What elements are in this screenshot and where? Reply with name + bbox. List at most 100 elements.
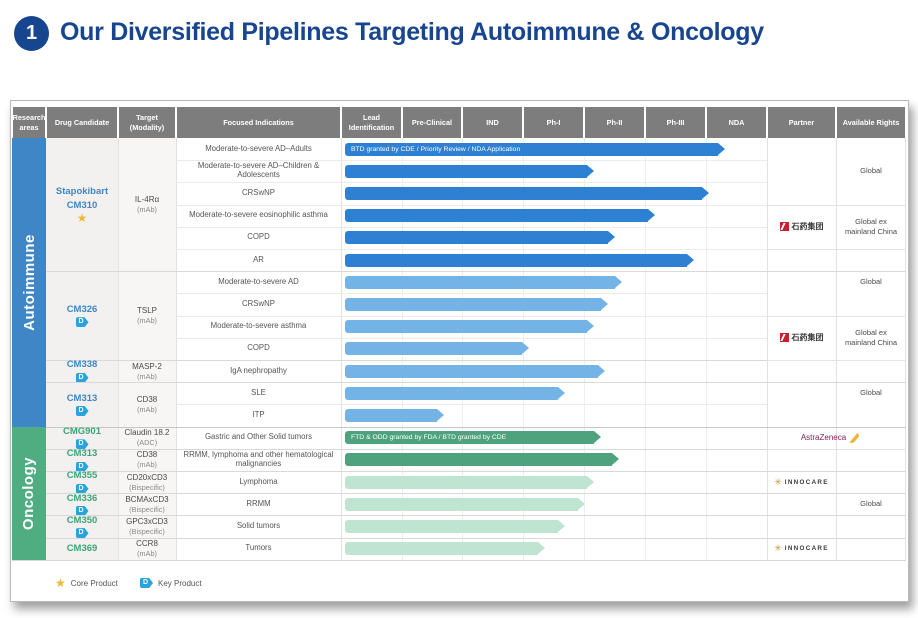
pipeline-bar bbox=[345, 209, 648, 223]
pipeline-bar-tip bbox=[437, 408, 445, 421]
candidate-name: CM313 bbox=[66, 392, 98, 404]
key-product-icon: D bbox=[75, 372, 89, 383]
indication-label: Moderate-to-severe AD bbox=[218, 276, 299, 286]
candidate-name: CMG901 bbox=[62, 426, 101, 438]
section-band-oncology: Oncology bbox=[12, 426, 46, 560]
pipeline-bar-tip bbox=[612, 453, 620, 466]
indication-label: COPD bbox=[247, 232, 270, 242]
pipeline-bar bbox=[345, 164, 588, 178]
indication-label: CRSwNP bbox=[242, 299, 275, 308]
target-label: CD38 bbox=[136, 450, 158, 460]
pipeline-bar bbox=[345, 320, 587, 334]
target-label: TSLP bbox=[136, 306, 157, 316]
pipeline-bar bbox=[345, 253, 687, 267]
indication-label: Lymphoma bbox=[239, 476, 278, 486]
candidate-name: Stapokibart bbox=[55, 186, 109, 198]
target-cell: Claudin 18.2 (ADC) bbox=[118, 427, 176, 449]
pipeline-bar-tip bbox=[614, 275, 622, 288]
target-cell: BCMAxCD3 (Bispecific) bbox=[118, 493, 176, 515]
candidate-name: CM338 bbox=[66, 359, 98, 371]
header-cell-pre-clinical: Pre-Clinical bbox=[403, 107, 461, 138]
pipeline-bar-tip bbox=[521, 342, 529, 355]
pipeline-bar-tip bbox=[593, 431, 601, 444]
pipeline-bar bbox=[345, 364, 598, 378]
pipeline-bar: BTD granted by CDE / Priority Review / N… bbox=[345, 142, 718, 156]
indication-label: Moderate-to-severe AD–Children & Adolesc… bbox=[197, 161, 320, 180]
page-title: Our Diversified Pipelines Targeting Auto… bbox=[60, 18, 764, 46]
pipeline-bar-tip bbox=[538, 542, 546, 555]
target-label: Claudin 18.2 bbox=[124, 428, 170, 438]
partner-logo-astrazeneca: AstraZeneca bbox=[780, 427, 880, 449]
target-label: IL-4Rα bbox=[134, 195, 160, 205]
slide-number-badge: 1 bbox=[14, 16, 49, 51]
available-rights-label: Global ex mainland China bbox=[844, 217, 898, 236]
partner-logo-innocare: ✳ INNOCARE bbox=[767, 471, 836, 493]
header-cell-available-rights: Available Rights bbox=[837, 107, 905, 138]
header-cell-lead-identification: Lead Identification bbox=[342, 107, 401, 138]
header-cell-nda: NDA bbox=[707, 107, 766, 138]
pipeline-bar bbox=[345, 408, 438, 422]
innocare-logo-text: INNOCARE bbox=[784, 478, 829, 486]
key-product-icon: D bbox=[75, 528, 89, 539]
target-cell: CD38 (mAb) bbox=[118, 449, 176, 471]
header-cell-target-modality-: Target (Modality) bbox=[119, 107, 175, 138]
pipeline-bar-tip bbox=[586, 320, 594, 333]
pipeline-bar-tip bbox=[686, 253, 694, 266]
pipeline-bar bbox=[345, 542, 539, 556]
legend-label: Core Product bbox=[70, 578, 118, 588]
header-cell-ind: IND bbox=[463, 107, 522, 138]
modality-label: (mAb) bbox=[137, 549, 157, 559]
innocare-logo-text: INNOCARE bbox=[784, 545, 829, 553]
indication-label: CRSwNP bbox=[242, 188, 275, 197]
candidate-cell-cm355: CM355 D bbox=[46, 470, 118, 494]
indication-label: Moderate-to-severe AD–Adults bbox=[205, 143, 312, 153]
legend-item-core-product: ★ Core Product bbox=[55, 576, 135, 590]
target-cell: CCR8 (mAb) bbox=[118, 538, 176, 560]
core-product-star-icon: ★ bbox=[76, 210, 88, 225]
bar-status-label: BTD granted by CDE / Priority Review / N… bbox=[351, 145, 521, 153]
key-product-icon: D bbox=[75, 406, 89, 417]
candidate-name: CM355 bbox=[66, 470, 98, 482]
indication-label: ITP bbox=[252, 410, 265, 419]
target-label: CCR8 bbox=[136, 539, 158, 549]
legend-label: Key Product bbox=[158, 578, 202, 588]
pipeline-bar-tip bbox=[701, 186, 709, 199]
candidate-cell-cm350: CM350 D bbox=[46, 515, 118, 539]
pipeline-bar-tip bbox=[717, 142, 725, 155]
candidate-name: CM326 bbox=[66, 303, 98, 315]
innocare-gear-icon: ✳ bbox=[774, 543, 782, 554]
target-cell: GPC3xCD3 (Bispecific) bbox=[118, 515, 176, 537]
pipeline-bar-tip bbox=[587, 164, 595, 177]
indication-label: COPD bbox=[247, 343, 270, 353]
modality-label: (mAb) bbox=[137, 371, 157, 381]
target-label: BCMAxCD3 bbox=[125, 494, 169, 504]
modality-label: (mAb) bbox=[137, 205, 157, 215]
cspc-logo-text: 石药集团 bbox=[791, 333, 824, 343]
modality-label: (mAb) bbox=[137, 316, 157, 326]
candidate-cell-cmg901: CMG901 D bbox=[46, 426, 118, 450]
key-product-icon: D bbox=[75, 317, 89, 328]
target-cell: MASP-2 (mAb) bbox=[118, 360, 176, 382]
target-label: MASP-2 bbox=[132, 361, 162, 371]
key-product-icon: D bbox=[75, 483, 89, 494]
target-column-bg bbox=[118, 138, 176, 560]
pipeline-bar bbox=[345, 475, 587, 489]
partner-logo-innocare: ✳ INNOCARE bbox=[767, 538, 836, 560]
target-cell: IL-4Rα (mAb) bbox=[118, 138, 176, 271]
candidate-cell-cm338: CM338 D bbox=[46, 359, 118, 383]
partner-logo-cspc: 石药集团 bbox=[767, 316, 836, 360]
modality-label: (Bispecific) bbox=[129, 526, 165, 536]
candidate-cell-cm369: CM369 bbox=[46, 538, 118, 560]
cspc-logo-icon bbox=[779, 333, 789, 343]
target-label: GPC3xCD3 bbox=[126, 516, 168, 526]
az-swoosh-icon bbox=[849, 432, 860, 443]
header-cell-focused-indications: Focused Indications bbox=[177, 107, 340, 138]
bar-status-label: FTD & ODD granted by FDA / BTD granted b… bbox=[351, 434, 507, 442]
indication-label: Solid tumors bbox=[236, 521, 281, 530]
pipeline-bar bbox=[345, 519, 559, 533]
key-product-icon: D bbox=[75, 505, 89, 516]
pipeline-bar bbox=[345, 497, 578, 511]
pipeline-bar: FTD & ODD granted by FDA / BTD granted b… bbox=[345, 431, 594, 445]
available-rights-label: Global ex mainland China bbox=[844, 328, 898, 347]
